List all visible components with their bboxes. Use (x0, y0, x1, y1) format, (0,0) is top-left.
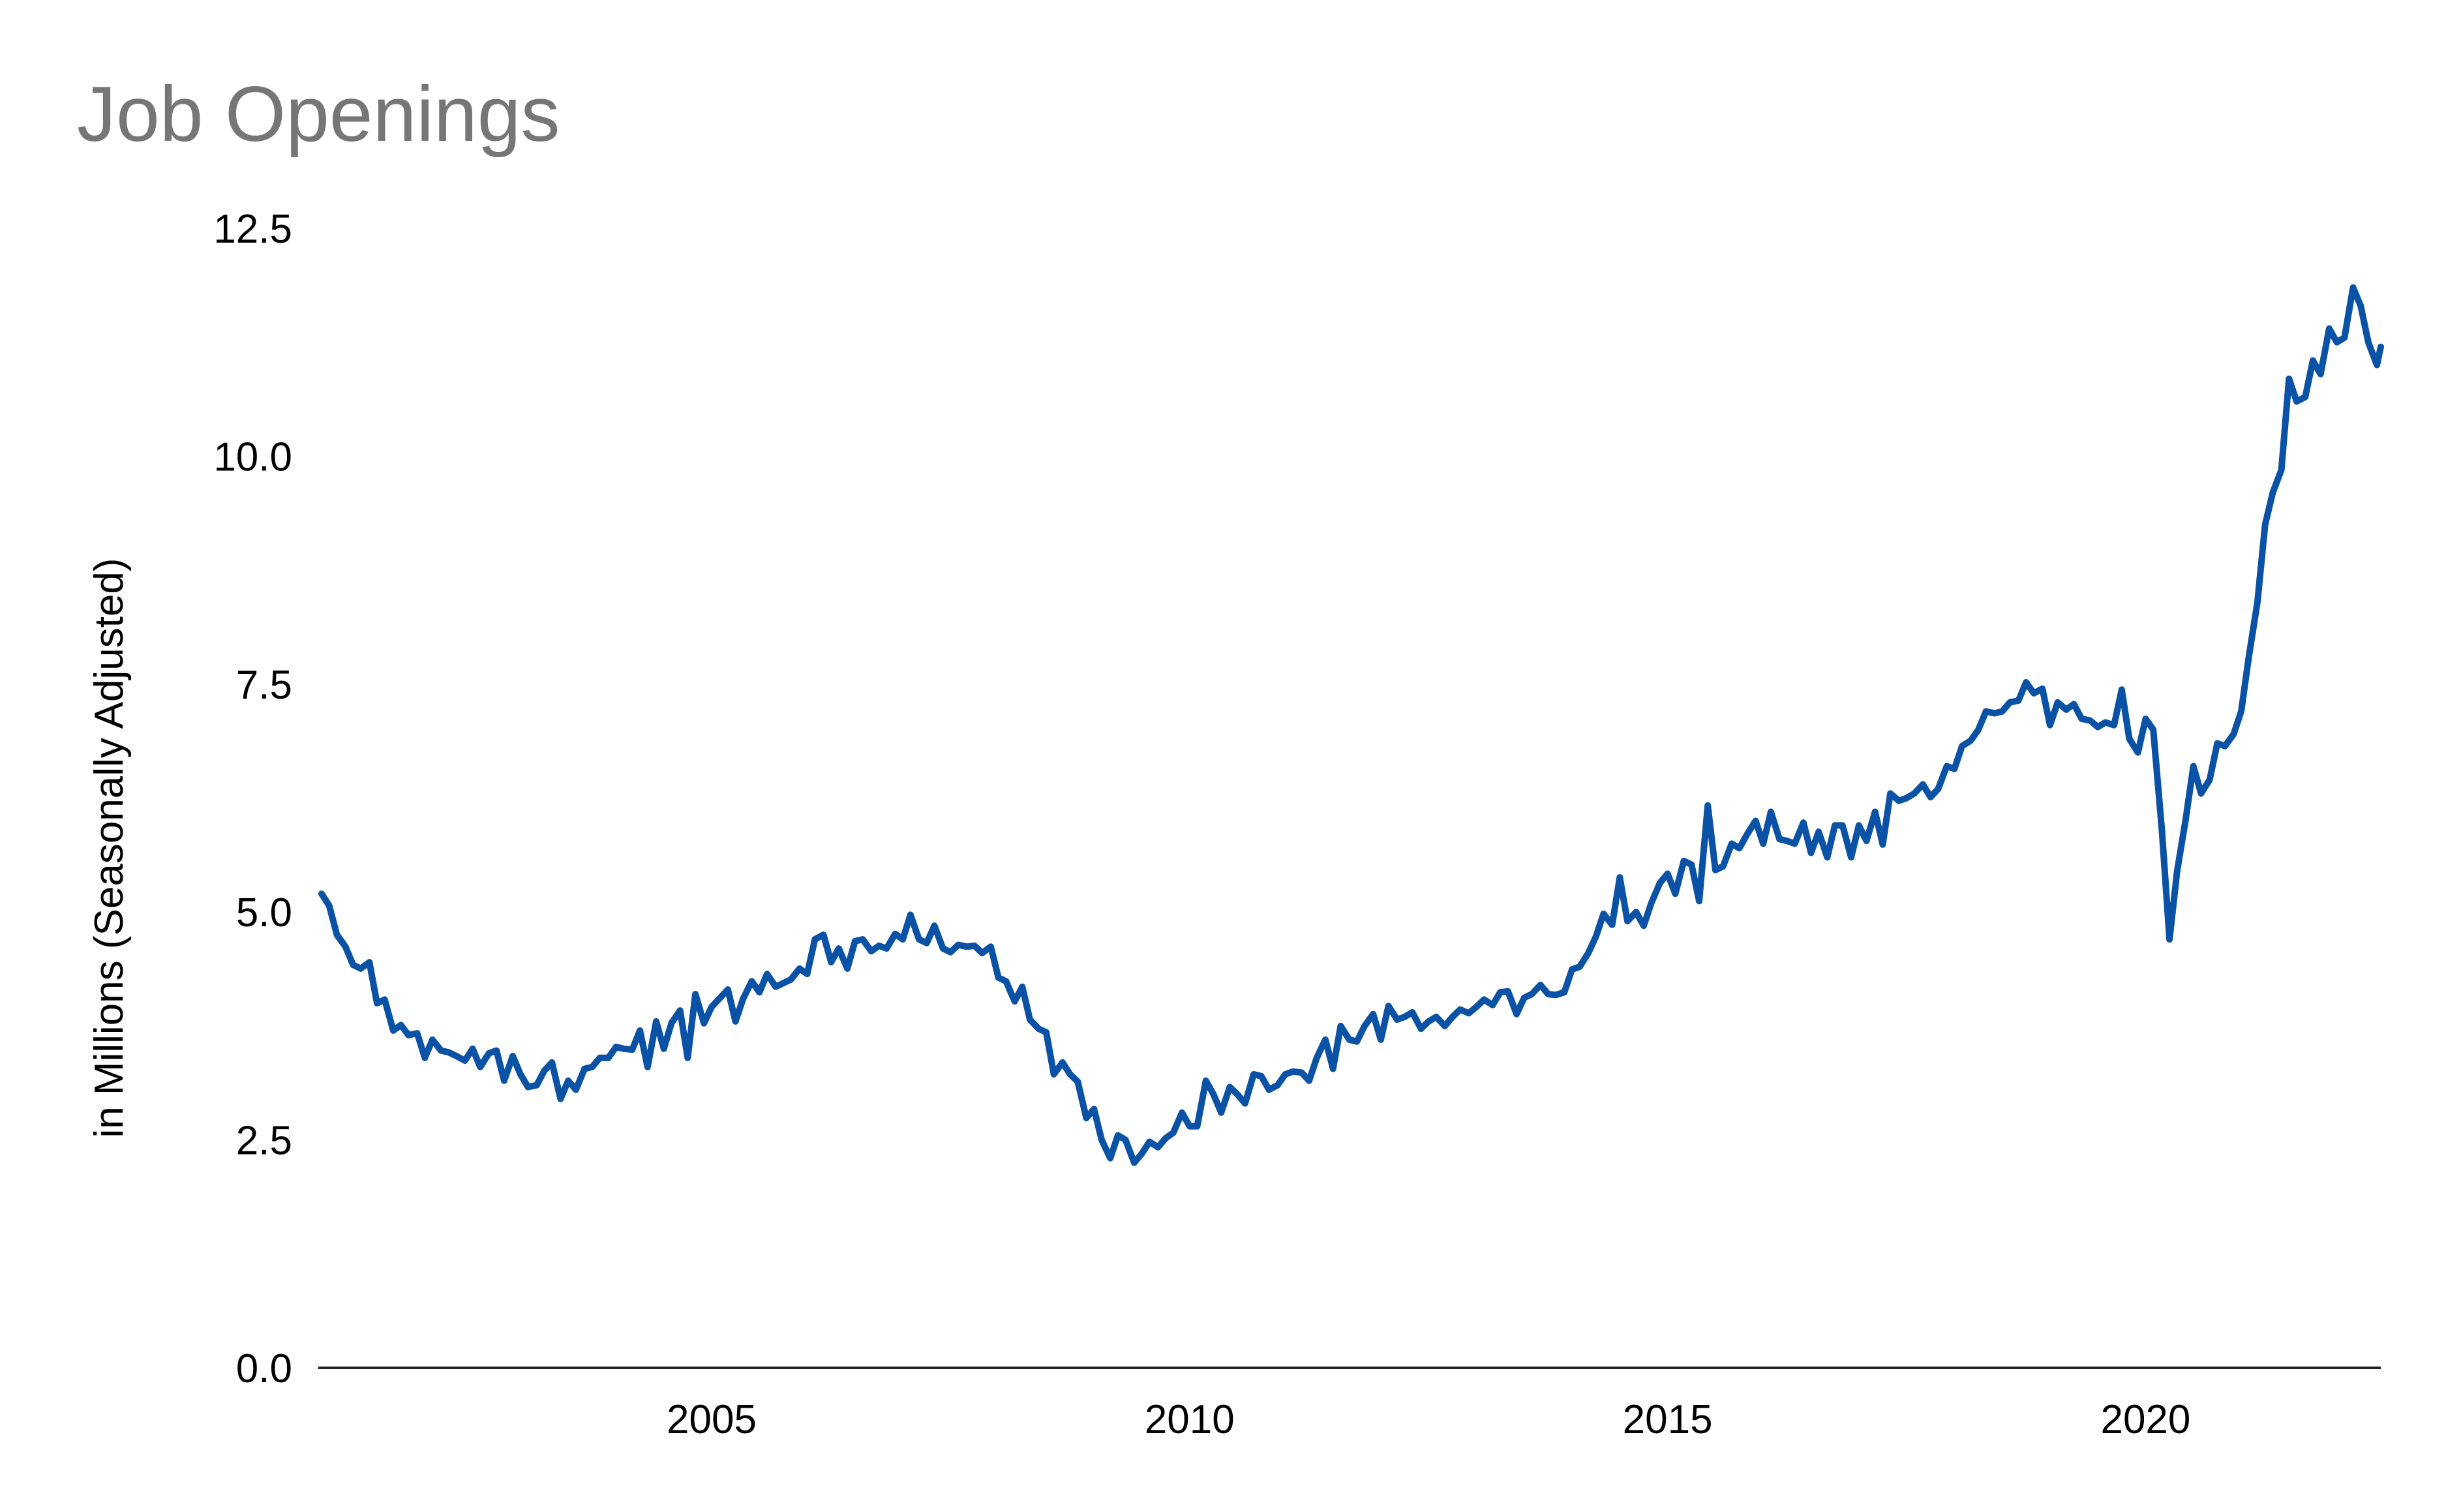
y-tick-labels: 0.0 2.5 5.0 7.5 10.0 12.5 (213, 207, 292, 1391)
x-tick-label: 2010 (1145, 1397, 1235, 1442)
x-tick-label: 2005 (667, 1397, 757, 1442)
y-tick-label: 12.5 (213, 207, 292, 252)
job-openings-line (318, 284, 2384, 1166)
chart-title: Job Openings (77, 70, 560, 158)
y-axis-label: in Millions (Seasonally Adjusted) (87, 558, 132, 1138)
x-tick-labels: 2005 2010 2015 2020 (667, 1397, 2190, 1442)
y-tick-label: 0.0 (236, 1346, 292, 1391)
y-tick-label: 5.0 (236, 890, 292, 935)
y-tick-label: 7.5 (236, 663, 292, 708)
x-tick-label: 2015 (1623, 1397, 1713, 1442)
x-tick-label: 2020 (2100, 1397, 2190, 1442)
y-tick-label: 2.5 (236, 1119, 292, 1164)
y-tick-label: 10.0 (213, 434, 292, 479)
